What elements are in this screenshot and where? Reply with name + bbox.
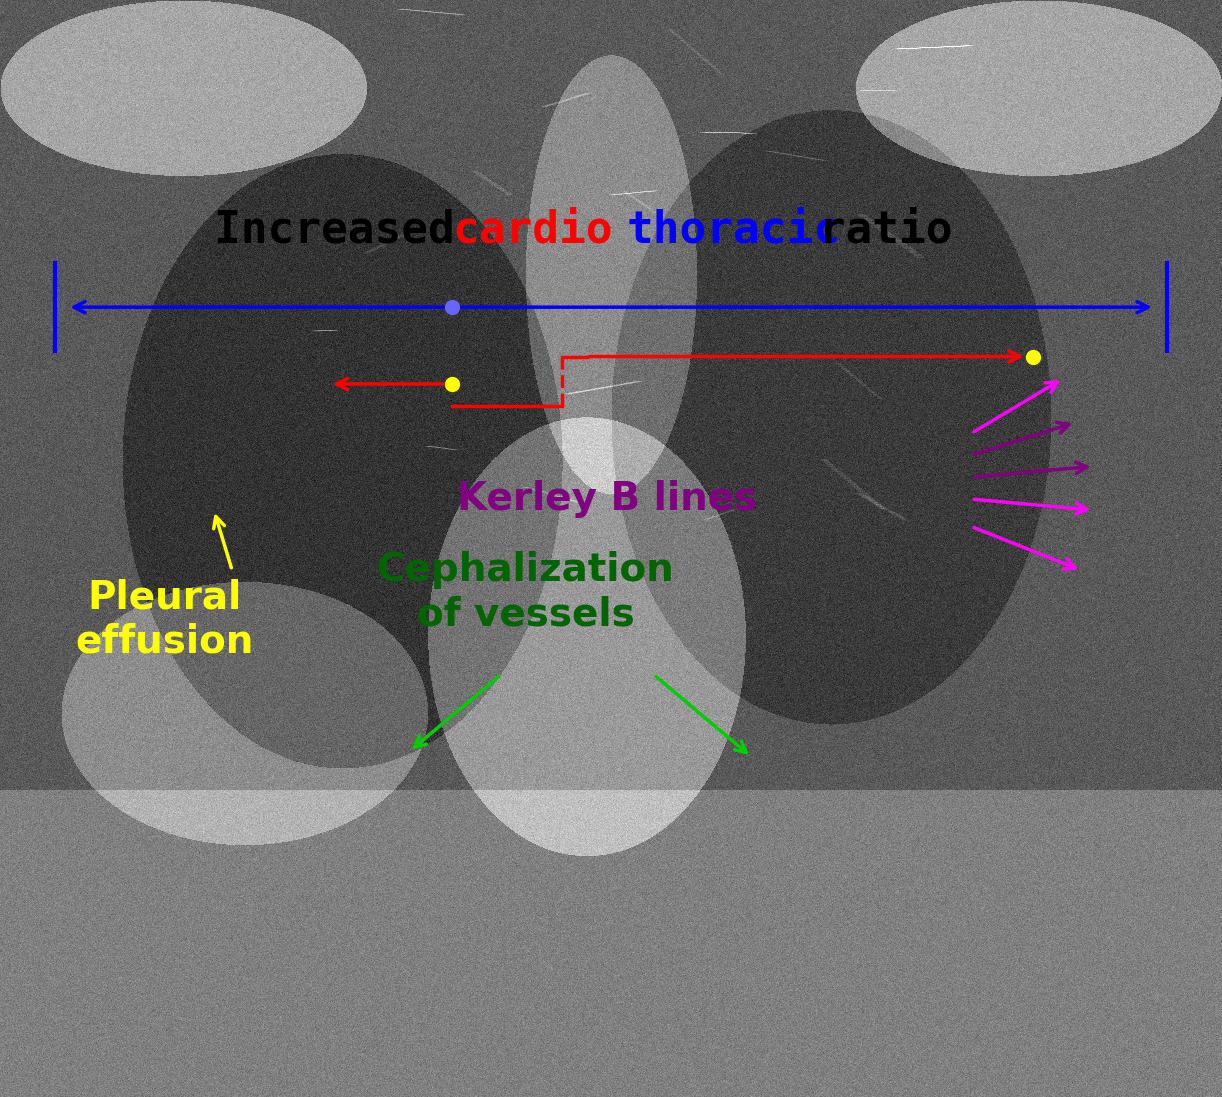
Text: ratio: ratio	[792, 208, 952, 252]
Text: Increased: Increased	[214, 208, 481, 252]
Text: Kerley B lines: Kerley B lines	[457, 480, 758, 518]
Text: cardio: cardio	[452, 208, 612, 252]
Text: Cephalization
of vessels: Cephalization of vessels	[376, 552, 675, 633]
Text: Pleural
effusion: Pleural effusion	[76, 579, 254, 660]
Text: thoracic: thoracic	[627, 208, 841, 252]
